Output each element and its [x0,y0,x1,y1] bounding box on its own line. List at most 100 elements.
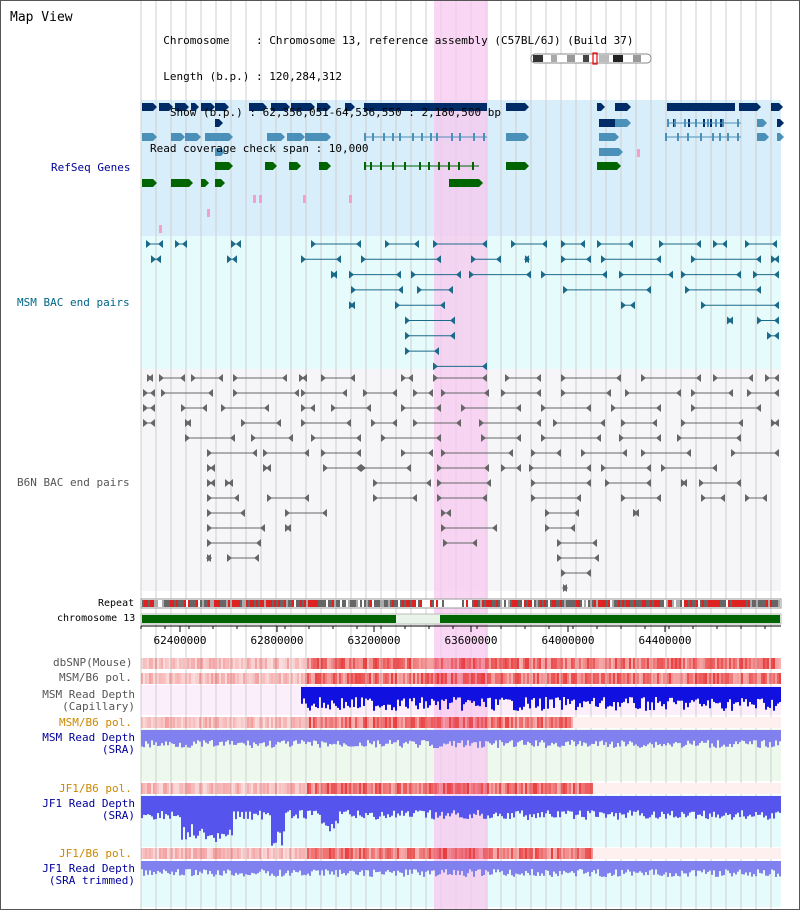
jf1-b6-pol-cell [239,783,241,794]
b6n-bac-pair-end [536,389,541,397]
msm-sra-depth-bar [221,730,223,742]
b6n-bac-pair-end [392,389,397,397]
msm-sra-depth-bar [155,730,157,743]
dbsnp-cell [507,658,509,669]
repeat-element [304,600,306,607]
jf1-trim-depth-bar [371,861,373,877]
repeat-element [420,600,422,607]
jf1-sra-depth-bar [715,796,717,818]
jf1-trim-depth-bar [723,861,725,876]
msm-b6-pol-cell [321,673,323,684]
gene-arrow [225,103,229,111]
repeat-element [164,600,166,607]
jf1-trim-depth-bar [239,861,241,874]
msm-b6-pol2-cell [491,717,493,728]
b6n-bac-pair-end [322,509,327,517]
jf1-sra-depth-bar [151,796,153,817]
msm-b6-pol2-cell [189,717,191,728]
dbsnp-cell [327,658,329,669]
track-label-refseq[interactable]: RefSeq Genes [51,161,131,174]
dbsnp-cell [647,658,649,669]
msm-cap-depth-bar [527,687,529,704]
dbsnp-cell [455,658,457,669]
b6n-bac-pair-end [576,494,581,502]
dbsnp-cell [297,658,299,669]
msm-bac-pair-end [774,301,779,310]
repeat-element [368,600,370,607]
msm-cap-depth-bar [547,687,549,709]
msm-cap-depth-bar [525,687,527,698]
msm-cap-depth-bar [659,687,661,702]
msm-b6-pol-cell [385,673,387,684]
repeat-element [746,600,748,607]
msm-sra-depth-bar [191,730,193,746]
msm-b6-pol-cell [171,673,173,684]
jf1-b6-pol2-cell [743,848,745,859]
jf1-b6-pol-cell [185,783,187,794]
dbsnp-cell [153,658,155,669]
jf1-b6-pol-cell [737,783,739,794]
msm-b6-pol2-cell [767,717,769,728]
jf1-b6-pol-cell [523,783,525,794]
repeat-element [218,600,220,607]
msm-cap-depth-bar [337,687,339,708]
gene-arrow [181,133,185,141]
jf1-b6-pol2-cell [275,848,277,859]
jf1-b6-pol-cell [555,783,557,794]
msm-cap-depth-bar [643,687,645,698]
track-label-dbsnp: dbSNP(Mouse) [53,656,133,669]
dbsnp-cell [585,658,587,669]
jf1-b6-pol2-cell [215,848,217,859]
jf1-sra-depth-bar [289,796,291,811]
dbsnp-cell [543,658,545,669]
msm-sra-depth-bar [449,730,451,742]
repeat-element [514,600,516,607]
msm-cap-depth-bar [375,687,377,707]
msm-sra-depth-bar [733,730,735,745]
jf1-sra-depth-bar [323,796,325,823]
jf1-trim-depth-bar [289,861,291,876]
gene-block [215,148,221,156]
jf1-b6-pol2-cell [427,848,429,859]
msm-cap-depth-bar [317,687,319,709]
jf1-trim-depth-bar [421,861,423,872]
b6n-bac-pair-end [428,389,433,397]
jf1-sra-depth-bar [693,796,695,812]
msm-cap-depth-bar [779,687,781,703]
gene-exon [364,133,366,141]
jf1-sra-depth-bar [295,796,297,815]
msm-b6-pol2-cell [511,717,513,728]
msm-b6-pol-cell [209,673,211,684]
msm-b6-pol2-cell [603,717,605,728]
jf1-b6-pol2-cell [269,848,271,859]
jf1-trim-depth-bar [393,861,395,872]
dbsnp-cell [563,658,565,669]
jf1-trim-depth-bar [487,861,489,872]
repeat-element [354,600,356,607]
jf1-b6-pol2-cell [293,848,295,859]
msm-cap-depth-bar [459,687,461,698]
jf1-b6-pol-cell [149,783,151,794]
jf1-b6-pol-cell [227,783,229,794]
b6n-bac-pair-end [570,524,575,532]
repeat-element [562,600,564,607]
jf1-sra-depth-bar [615,796,617,814]
dbsnp-cell [359,658,361,669]
msm-b6-pol-cell [223,673,225,684]
msm-sra-depth-bar [779,730,781,742]
jf1-b6-pol2-cell [631,848,633,859]
msm-b6-pol2-cell [311,717,313,728]
msm-b6-pol2-cell [281,717,283,728]
jf1-b6-pol2-cell [561,848,563,859]
jf1-b6-pol-cell [379,783,381,794]
jf1-b6-pol-cell [525,783,527,794]
chromosome-bar [140,613,782,625]
jf1-sra-depth-bar [211,796,213,836]
jf1-trim-depth-bar [697,861,699,871]
jf1-b6-pol-cell [417,783,419,794]
jf1-b6-pol2-cell [689,848,691,859]
jf1-trim-depth-bar [663,861,665,875]
track-label-b6n-bac[interactable]: B6N BAC end pairs [17,476,130,489]
track-label-msm-bac[interactable]: MSM BAC end pairs [17,296,130,309]
